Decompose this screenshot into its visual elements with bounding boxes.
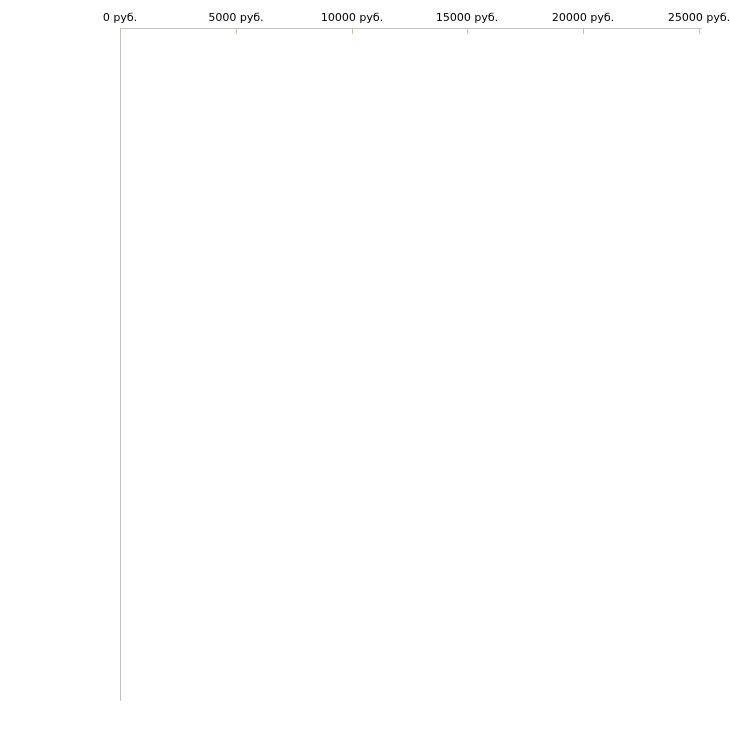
x-tick	[120, 29, 121, 34]
y-axis-line	[120, 28, 121, 701]
x-tick	[699, 29, 700, 34]
x-tick	[583, 29, 584, 34]
x-tick-label: 15000 руб.	[435, 11, 499, 24]
x-tick-label: 10000 руб.	[320, 11, 384, 24]
x-tick	[467, 29, 468, 34]
x-tick-label: 0 руб.	[102, 11, 138, 24]
x-tick	[352, 29, 353, 34]
x-tick-label: 20000 руб.	[551, 11, 615, 24]
x-tick-label: 5000 руб.	[208, 11, 264, 24]
x-axis-line	[120, 28, 702, 29]
x-tick-label: 25000 руб.	[667, 11, 730, 24]
x-tick	[236, 29, 237, 34]
